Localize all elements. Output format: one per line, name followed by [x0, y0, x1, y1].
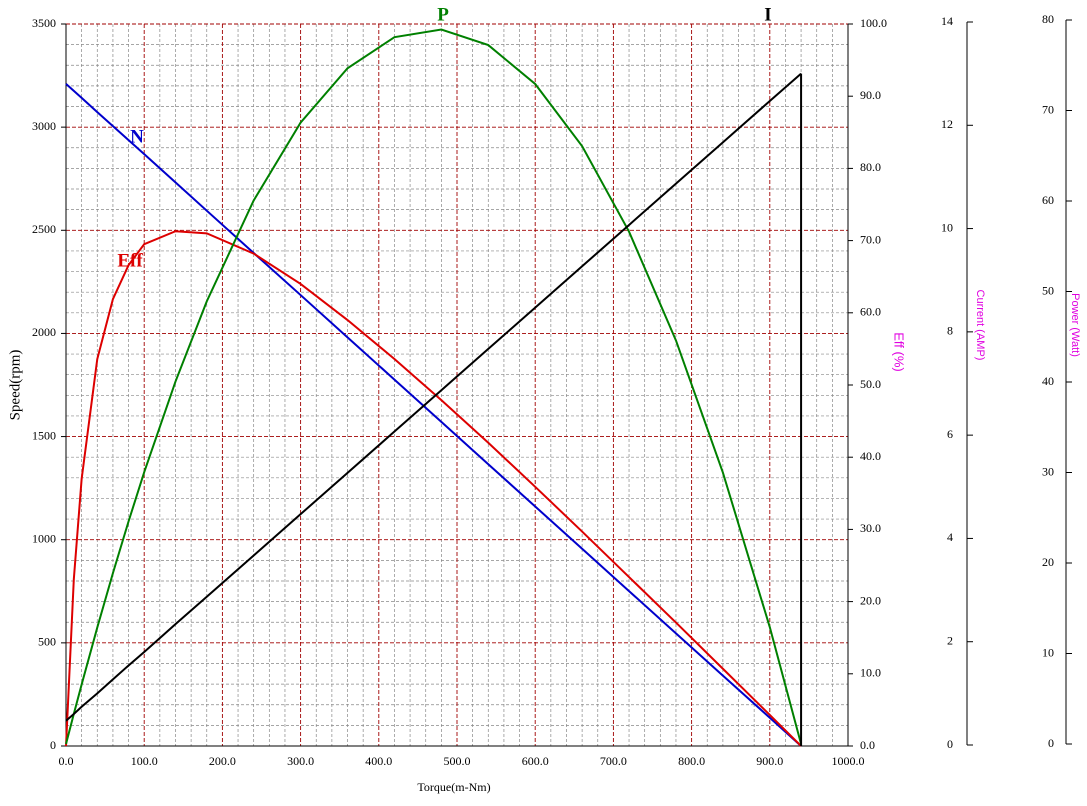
x-tick-label: 300.0 [287, 754, 314, 768]
y-tick-label: 500 [38, 635, 56, 649]
y3-tick-label: 10 [941, 220, 953, 234]
y-tick-label: 1500 [32, 428, 56, 442]
y2-tick-label: 80.0 [860, 160, 881, 174]
y4-tick-label: 30 [1042, 464, 1054, 478]
y2-tick-label: 10.0 [860, 666, 881, 680]
series-line [65, 72, 802, 722]
y3-tick-label: 8 [947, 324, 953, 338]
y3-tick-label: 6 [947, 427, 953, 441]
current-axis-label: Current (AMP) [974, 290, 986, 361]
y4-tick-label: 10 [1042, 645, 1054, 659]
y2-tick-label: 60.0 [860, 305, 881, 319]
series-label: N [130, 126, 144, 147]
y2-tick-label: 50.0 [860, 377, 881, 391]
y-tick-label: 1000 [32, 531, 56, 545]
x-tick-label: 500.0 [444, 754, 471, 768]
y3-tick-label: 14 [941, 14, 953, 28]
y4-tick-label: 50 [1042, 283, 1054, 297]
x-tick-label: 800.0 [678, 754, 705, 768]
y3-tick-label: 12 [941, 117, 953, 131]
x-tick-label: 400.0 [365, 754, 392, 768]
y3-tick-label: 2 [947, 633, 953, 647]
x-tick-label: 700.0 [600, 754, 627, 768]
x-tick-label: 100.0 [131, 754, 158, 768]
x-tick-label: 600.0 [522, 754, 549, 768]
y3-tick-label: 4 [947, 530, 953, 544]
y3-tick-label: 0 [947, 737, 953, 751]
y2-tick-label: 70.0 [860, 232, 881, 246]
x-tick-label: 900.0 [756, 754, 783, 768]
y-tick-label: 3500 [32, 16, 56, 30]
y-axis-label: Speed(rpm) [7, 350, 23, 421]
y-tick-label: 2500 [32, 222, 56, 236]
series-label: P [437, 4, 449, 25]
y2-tick-label: 100.0 [860, 16, 887, 30]
series-line [65, 83, 802, 747]
series-label: Eff [117, 250, 143, 271]
power-axis-label: Power (Watt) [1069, 293, 1081, 357]
y4-tick-label: 80 [1042, 12, 1054, 26]
y2-tick-label: 90.0 [860, 88, 881, 102]
y2-tick-label: 40.0 [860, 449, 881, 463]
y4-tick-label: 0 [1048, 736, 1054, 750]
y4-tick-label: 70 [1042, 102, 1054, 116]
y2-tick-label: 30.0 [860, 521, 881, 535]
x-tick-label: 200.0 [209, 754, 236, 768]
series-label: I [764, 4, 771, 25]
y2-tick-label: 0.0 [860, 738, 875, 752]
series-line [65, 28, 803, 745]
y-tick-label: 3000 [32, 119, 56, 133]
y2-tick-label: 20.0 [860, 593, 881, 607]
x-axis-label: Torque(m-Nm) [417, 780, 490, 794]
eff-axis-label: Eff (%) [892, 332, 907, 372]
y4-tick-label: 60 [1042, 193, 1054, 207]
x-tick-label: 0.0 [59, 754, 74, 768]
y4-tick-label: 20 [1042, 555, 1054, 569]
y-tick-label: 0 [50, 738, 56, 752]
y-tick-label: 2000 [32, 325, 56, 339]
series-line [65, 230, 802, 747]
y4-tick-label: 40 [1042, 374, 1054, 388]
x-tick-label: 1000.0 [832, 754, 865, 768]
